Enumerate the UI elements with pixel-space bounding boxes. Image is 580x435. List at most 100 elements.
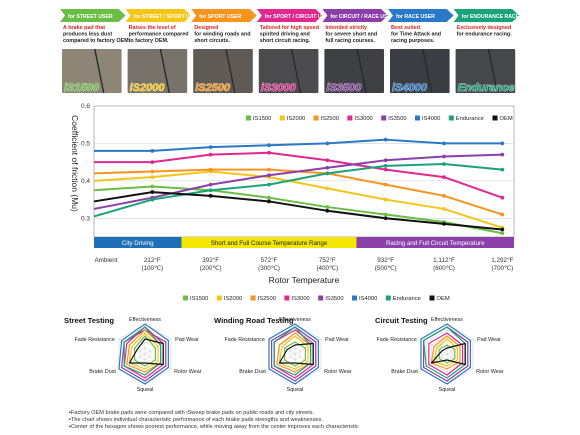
data-point <box>150 175 155 180</box>
brake-pad-slot <box>422 48 433 94</box>
radar-series-is4000 <box>268 323 319 385</box>
radar-series-is1500 <box>284 341 306 367</box>
legend-item: OEM <box>492 115 513 122</box>
data-point <box>500 212 505 217</box>
temperature-zone <box>181 237 357 248</box>
data-point <box>325 171 330 176</box>
product-header-arrow <box>453 9 520 22</box>
product-desc-line: full racing courses. <box>325 38 375 44</box>
data-point <box>325 165 330 170</box>
legend-item: IS3000 <box>347 115 373 122</box>
data-point <box>267 143 271 148</box>
legend-item-secondary: IS2000 <box>216 295 242 302</box>
legend-label: IS2500 <box>321 116 339 122</box>
radar-axis-label: Squeal <box>287 387 304 393</box>
data-point <box>208 145 213 150</box>
legend-item: Endurance <box>448 115 484 122</box>
legend-swatch <box>246 115 251 121</box>
temperature-zone <box>94 237 182 248</box>
data-point <box>383 182 388 187</box>
product-desc-line: Designed <box>194 25 218 31</box>
zone-label: Short and Full Course Temperature Range <box>211 240 328 247</box>
legend-swatch <box>385 295 391 301</box>
temperature-zone <box>356 237 514 248</box>
product-desc-line: for Time Attack and <box>391 32 441 38</box>
series-is3000 <box>94 150 505 200</box>
x-tick-sublabel: (300℃) <box>258 265 280 272</box>
y-tick-label: 0.5 <box>81 140 90 147</box>
data-point <box>325 186 330 191</box>
radar-axis-label: Brake Dust <box>239 369 266 375</box>
data-point <box>500 195 505 200</box>
data-point <box>383 212 388 217</box>
product-desc-line: for endurance racing. <box>457 32 513 38</box>
data-point <box>442 222 446 226</box>
data-point <box>208 167 213 172</box>
product-header-arrow <box>256 9 323 22</box>
product-desc-line: A brake pad that <box>63 25 105 31</box>
series-oem <box>93 190 505 232</box>
series-line <box>93 191 503 231</box>
legend-swatch <box>279 115 285 121</box>
data-point <box>442 207 446 211</box>
product-header-label: for RACE USER <box>396 14 435 20</box>
radar-title: Circuit Testing <box>375 316 428 325</box>
brake-pad-photo <box>390 49 450 93</box>
data-point <box>500 152 505 157</box>
radar-axis-label: Pad Wear <box>325 337 349 343</box>
radar-series-is2000 <box>278 335 309 370</box>
product-header-arrow <box>191 9 257 22</box>
legend-item: IS2000 <box>279 115 305 122</box>
product-header-arrow <box>322 9 388 22</box>
data-point <box>267 182 271 187</box>
product-desc-line: compared to factory OEM. <box>63 38 131 44</box>
brake-pad-slot <box>487 48 499 94</box>
data-point <box>325 208 330 213</box>
product-desc-line: racing purposes. <box>391 38 435 44</box>
legend-label: Endurance <box>456 116 484 122</box>
series-is2000 <box>93 169 505 230</box>
product-desc-line: Best suited <box>391 25 420 31</box>
radar-series-oem <box>278 342 314 366</box>
product-header-label: for SPORT USER <box>199 14 241 20</box>
radar-series-endurance <box>123 326 162 376</box>
radar-axis-label: Pad Wear <box>477 337 501 343</box>
legend-item: IS3500 <box>381 115 407 122</box>
product-logo: Endurance <box>458 82 515 94</box>
legend-item-secondary: IS3000 <box>284 295 310 302</box>
product-logo: iS3000 <box>261 82 297 94</box>
data-point <box>442 193 446 198</box>
footnotes: ▪Factory OEM brake pads were compared wi… <box>69 410 539 431</box>
data-point <box>267 195 271 200</box>
radar-axis-label: Fade Resistance <box>376 337 416 343</box>
legend-label: IS3500 <box>388 116 406 122</box>
legend-label: IS3000 <box>354 116 372 122</box>
radar-chart: Street Testing Effectiveness Pad Wear Rotor… <box>64 316 202 393</box>
x-tick-sublabel: (500℃) <box>375 265 397 272</box>
radar-series-is2000 <box>433 338 458 367</box>
y-tick-label: 0.3 <box>81 215 90 222</box>
legend-label: IS1500 <box>190 296 208 302</box>
radar-axis-label: Effectiveness <box>431 317 463 323</box>
radar-series-is4000 <box>118 323 169 385</box>
legend-item: IS4000 <box>415 115 440 122</box>
product-desc-line: Intended strictly <box>325 25 367 31</box>
legend-swatch <box>352 295 357 301</box>
legend-swatch <box>381 115 387 121</box>
radar-axis-label: Fade Resistance <box>74 337 114 343</box>
data-point <box>208 188 213 193</box>
radar-spoke <box>268 353 296 370</box>
x-tick-sublabel: (600℃) <box>433 265 455 272</box>
product-logo: iS2000 <box>130 82 166 94</box>
radar-chart: Circuit Testing Effectiveness Pad Wear Roto… <box>375 316 504 393</box>
radar-series-endurance <box>273 326 312 376</box>
brake-pad-photo <box>455 49 516 93</box>
brake-pad-photo <box>324 49 384 93</box>
data-point <box>325 141 330 146</box>
legend-label: IS3500 <box>325 296 343 302</box>
data-point <box>150 197 155 202</box>
data-point <box>267 167 271 172</box>
product-header-arrow <box>388 9 454 22</box>
product-logo: iS4000 <box>392 82 428 94</box>
